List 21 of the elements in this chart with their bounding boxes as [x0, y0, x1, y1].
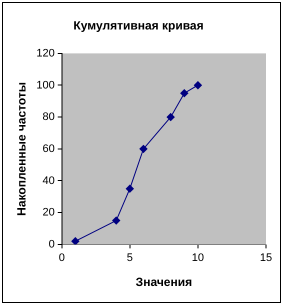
y-tick-label: 100 [36, 79, 55, 92]
point [71, 237, 80, 244]
point [166, 113, 175, 122]
point [112, 216, 120, 225]
x-tick-label: 5 [126, 252, 133, 264]
y-tick-label: 40 [42, 174, 55, 187]
point [180, 89, 188, 98]
y-tick-label: 80 [42, 111, 55, 124]
y-tick-label: 0 [48, 238, 55, 250]
x-tick-label: 0 [58, 252, 65, 264]
y-tick-label: 120 [36, 47, 55, 60]
y-axis-title: Накопленные частоты [14, 82, 29, 216]
y-tick-label: 60 [42, 142, 55, 155]
point [139, 144, 148, 153]
x-tick-label: 10 [192, 252, 204, 264]
y-tick-label: 20 [42, 206, 55, 219]
x-axis-title: Значения [136, 275, 192, 290]
x-tick-label: 15 [260, 252, 272, 264]
chart-title: Кумулятивная кривая [73, 18, 204, 33]
point [194, 81, 202, 90]
point [126, 184, 134, 193]
